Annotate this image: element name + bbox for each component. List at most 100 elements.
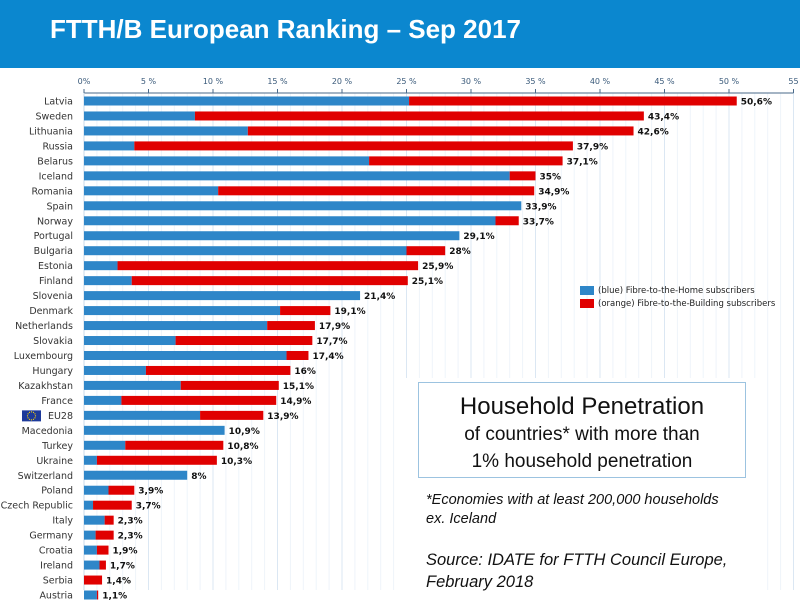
bar-ftth: [84, 201, 522, 211]
category-label: Slovenia: [33, 291, 73, 302]
data-label: 33,7%: [523, 217, 554, 227]
bar-ftth: [84, 261, 118, 271]
bar-ftth: [84, 485, 109, 495]
bar-ftth: [84, 246, 407, 256]
bar-fttb: [247, 126, 634, 136]
bar-fttb: [121, 395, 277, 405]
data-label: 37,1%: [567, 157, 598, 167]
x-tick-label: 25 %: [396, 77, 417, 86]
category-label: Luxembourg: [14, 351, 73, 362]
category-label: Russia: [42, 141, 73, 152]
bar-fttb: [84, 575, 103, 585]
bar-ftth: [84, 440, 126, 450]
legend-label-ftth: (blue) Fibre-to-the-Home subscribers: [598, 285, 755, 296]
bar-ftth: [84, 276, 132, 286]
bar-fttb: [99, 560, 106, 570]
footnote-line-2: ex. Iceland: [426, 511, 497, 527]
bar-fttb: [131, 276, 408, 286]
bar-ftth: [84, 530, 96, 540]
bar-fttb: [180, 380, 279, 390]
bar-ftth: [84, 500, 94, 510]
bar-fttb: [369, 156, 563, 166]
bar-ftth: [84, 321, 268, 331]
eu-flag-star: [32, 418, 35, 420]
eu-flag-star: [28, 418, 31, 420]
category-label: Sweden: [35, 111, 73, 122]
x-tick-label: 35 %: [525, 77, 546, 86]
header-bar: FTTH/B European Ranking – Sep 2017: [0, 0, 800, 68]
category-label: Kazakhstan: [18, 381, 73, 392]
data-label: 50,6%: [741, 98, 772, 108]
bar-ftth: [84, 111, 195, 121]
data-label: 37,9%: [577, 142, 608, 152]
data-label: 3,9%: [138, 487, 163, 497]
data-label: 13,9%: [267, 412, 298, 422]
category-label: Finland: [39, 276, 73, 287]
category-label: Estonia: [38, 261, 73, 272]
eu-flag-star: [26, 415, 29, 417]
bar-fttb: [406, 246, 446, 256]
bar-ftth: [84, 291, 361, 301]
data-label: 17,9%: [319, 322, 350, 332]
bar-ftth: [84, 141, 135, 151]
category-label: Italy: [52, 516, 73, 527]
x-tick-label: 0%: [78, 77, 91, 86]
bar-ftth: [84, 126, 248, 136]
data-label: 1,1%: [102, 592, 127, 600]
legend-label-fttb: (orange) Fibre-to-the-Building subscribe…: [598, 298, 776, 309]
x-tick-label: 20 %: [332, 77, 353, 86]
bar-fttb: [218, 186, 535, 196]
data-label: 2,3%: [118, 532, 143, 542]
category-label: France: [41, 396, 73, 407]
data-label: 34,9%: [538, 187, 569, 197]
category-label: EU28: [48, 411, 73, 422]
bar-fttb: [145, 365, 291, 375]
bar-ftth: [84, 306, 281, 316]
bar-fttb: [267, 321, 315, 331]
data-label: 43,4%: [648, 112, 679, 122]
category-label: Macedonia: [22, 426, 73, 437]
x-tick-label: 50 %: [719, 77, 740, 86]
x-tick-label: 10 %: [203, 77, 224, 86]
data-label: 3,7%: [136, 502, 161, 512]
category-label: Croatia: [39, 546, 73, 557]
bar-ftth: [84, 560, 100, 570]
bar-ftth: [84, 156, 370, 166]
footnote: *Economies with at least 200,000 househo…: [426, 491, 719, 529]
bar-ftth: [84, 425, 225, 435]
data-label: 33,9%: [525, 202, 556, 212]
bar-fttb: [96, 455, 217, 465]
bar-ftth: [84, 455, 97, 465]
bar-ftth: [84, 395, 122, 405]
bar-fttb: [134, 141, 573, 151]
data-label: 29,1%: [463, 232, 494, 242]
bar-fttb: [93, 500, 132, 510]
category-label: Netherlands: [15, 321, 73, 332]
category-label: Ireland: [40, 561, 73, 572]
category-label: Belarus: [37, 156, 73, 167]
bar-fttb: [200, 410, 264, 420]
category-label: Iceland: [39, 171, 73, 182]
bar-ftth: [84, 545, 97, 555]
category-label: Denmark: [29, 306, 73, 317]
data-label: 35%: [540, 172, 562, 182]
bar-fttb: [96, 545, 109, 555]
bar-fttb: [117, 261, 419, 271]
bar-fttb: [286, 350, 309, 360]
note-panel: [406, 378, 756, 600]
category-label: Austria: [39, 591, 73, 600]
bar-fttb: [104, 515, 114, 525]
bar-fttb: [280, 306, 331, 316]
bar-fttb: [175, 336, 313, 346]
legend-item-ftth: (blue) Fibre-to-the-Home subscribers: [580, 284, 775, 297]
category-label: Slovakia: [33, 336, 73, 347]
eu-flag-star: [28, 411, 31, 414]
page-title: FTTH/B European Ranking – Sep 2017: [50, 14, 521, 44]
legend-swatch-fttb: [580, 299, 594, 308]
data-label: 10,9%: [229, 427, 260, 437]
data-label: 2,3%: [118, 517, 143, 527]
data-label: 1,9%: [113, 547, 138, 557]
penetration-box: Household Penetration of countries* with…: [418, 382, 746, 478]
bar-fttb: [194, 111, 644, 121]
category-label: Czech Republic: [1, 501, 73, 512]
